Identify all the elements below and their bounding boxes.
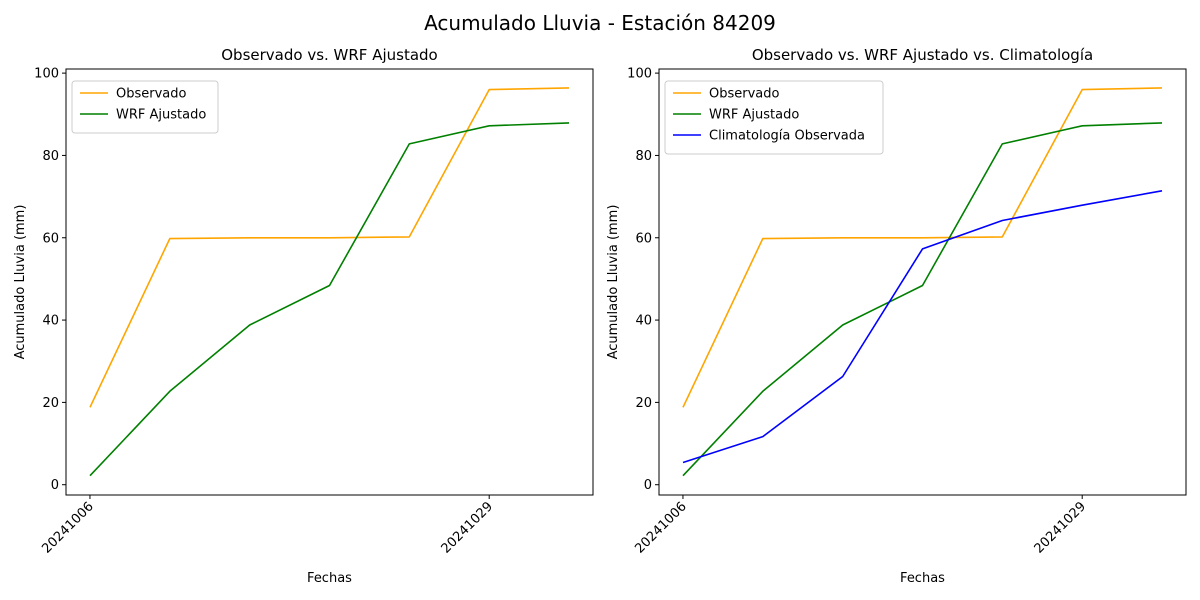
legend: Observado WRF Ajustado [71,80,219,134]
chart-title: Observado vs. WRF Ajustado [221,46,437,64]
legend-box [71,80,219,134]
y-axis-label: Acumulado Lluvia (mm) [13,205,28,360]
x-axis-label: Fechas [307,571,352,586]
series-line-2 [682,190,1163,464]
y-tick-label: 0 [51,478,59,493]
y-tick-label: 100 [627,67,652,82]
plot-frame [65,68,594,496]
legend: Observado WRF Ajustado Climatología Observ… [664,80,884,155]
y-tick-label: 0 [644,478,652,493]
legend-label-0: Observado [709,87,780,102]
legend-label-0: Observado [116,87,187,102]
y-tick-label: 80 [42,149,59,164]
x-tick-label: 20241029 [439,499,496,556]
x-tick-label: 20241029 [1032,499,1089,556]
y-tick-label: 60 [42,231,59,246]
legend-box [664,80,884,155]
y-tick-label: 60 [635,231,652,246]
figure-title: Acumulado Lluvia - Estación 84209 [424,11,776,35]
series-line-0 [682,87,1163,408]
series-line-1 [89,122,570,477]
x-tick-label: 20241006 [39,499,96,556]
y-tick-label: 40 [42,314,59,329]
legend-label-1: WRF Ajustado [116,108,206,123]
y-tick-label: 100 [34,67,59,82]
y-tick-label: 20 [635,396,652,411]
y-tick-label: 40 [635,314,652,329]
series-line-1 [682,122,1163,477]
chart-panel-right: Observado vs. WRF Ajustado vs. Climatolo… [606,46,1187,586]
chart-title: Observado vs. WRF Ajustado vs. Climatolo… [752,46,1093,64]
y-tick-label: 20 [42,396,59,411]
series-line-0 [89,87,570,408]
x-tick-label: 20241006 [632,499,689,556]
legend-label-1: WRF Ajustado [709,108,799,123]
legend-label-2: Climatología Observada [709,129,865,144]
x-axis-label: Fechas [900,571,945,586]
plot-frame [658,68,1187,496]
y-tick-label: 80 [635,149,652,164]
chart-panel-left: Observado vs. WRF Ajustado 0 20 40 60 80 100 20… [13,46,594,586]
y-axis-label: Acumulado Lluvia (mm) [606,205,621,360]
